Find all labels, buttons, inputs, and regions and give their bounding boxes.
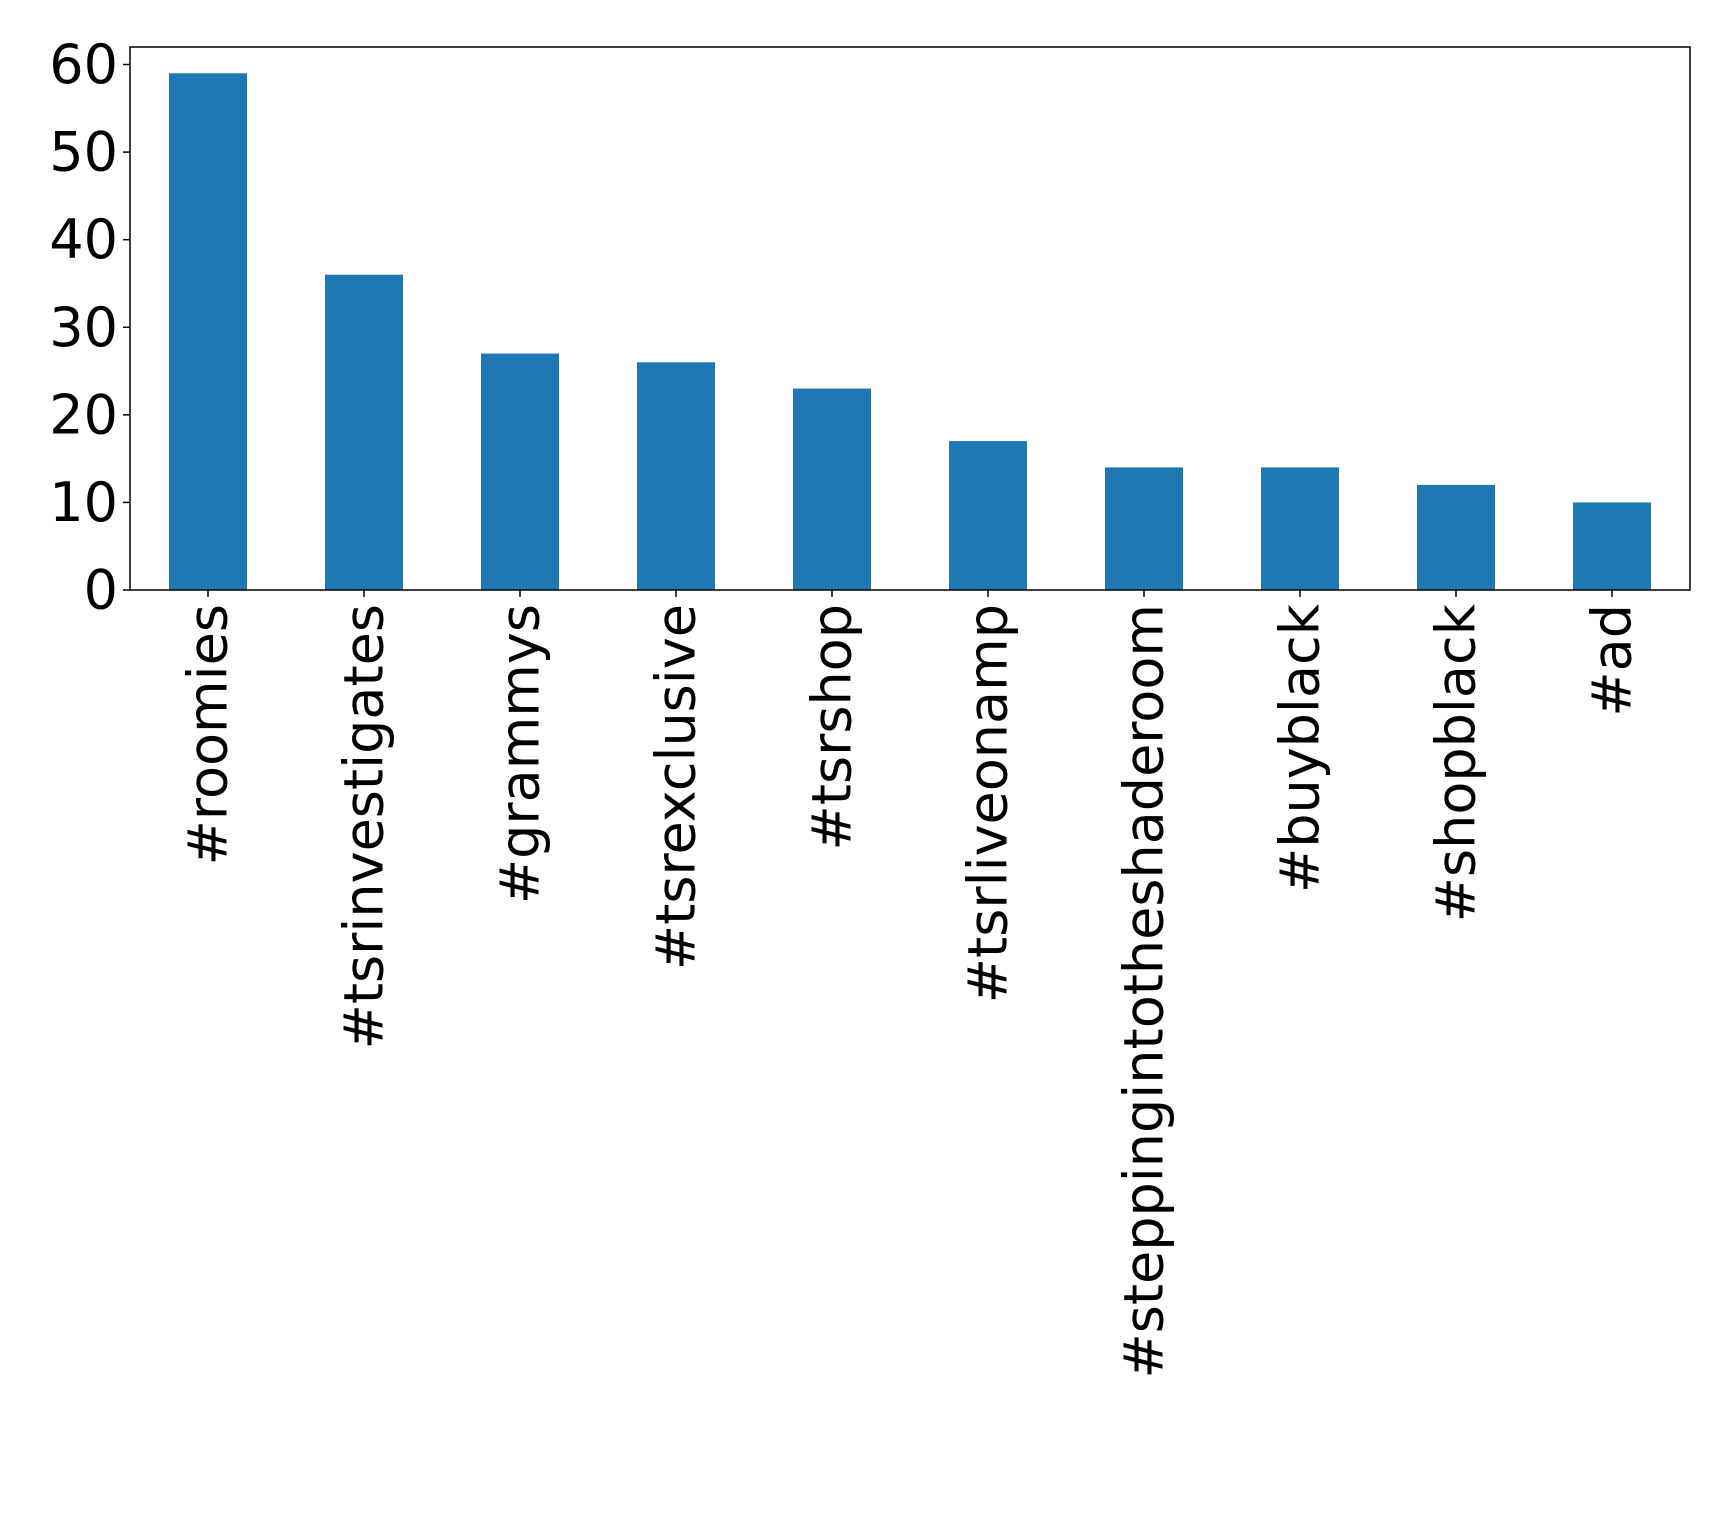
bar bbox=[949, 441, 1027, 590]
bar bbox=[325, 274, 403, 590]
x-tick-label: #shopblack bbox=[1425, 603, 1488, 922]
x-tick-label: #grammys bbox=[489, 604, 552, 904]
x-tick-label: #ad bbox=[1581, 604, 1644, 717]
y-tick-label: 20 bbox=[49, 383, 118, 446]
bar bbox=[637, 362, 715, 590]
bar bbox=[1261, 467, 1339, 590]
bar bbox=[1105, 467, 1183, 590]
x-tick-label: #buyblack bbox=[1269, 603, 1332, 893]
x-tick-label: #tsrshop bbox=[801, 604, 864, 850]
x-axis: #roomies #tsrinvestigates #grammys #tsrexcl… bbox=[177, 590, 1644, 1379]
x-tick-label: #tsrinvestigates bbox=[333, 604, 396, 1049]
y-tick-label: 50 bbox=[49, 121, 118, 184]
y-tick-label: 60 bbox=[49, 33, 118, 96]
y-tick-label: 0 bbox=[84, 559, 118, 622]
x-tick-label: #tsrliveonamp bbox=[957, 604, 1020, 1003]
y-tick-label: 10 bbox=[49, 471, 118, 534]
x-tick-label: #roomies bbox=[177, 604, 240, 865]
x-tick-label: #tsrexclusive bbox=[645, 604, 708, 970]
bars-layer bbox=[169, 73, 1651, 591]
y-axis: 0 10 20 30 40 50 60 bbox=[49, 33, 130, 622]
bar bbox=[793, 388, 871, 590]
x-tick-label: #steppingintotheshaderoom bbox=[1113, 604, 1176, 1379]
bar bbox=[1417, 484, 1495, 590]
bar bbox=[481, 353, 559, 590]
y-tick-label: 30 bbox=[49, 296, 118, 359]
plot-frame bbox=[129, 46, 1691, 591]
y-tick-label: 40 bbox=[49, 208, 118, 271]
bar bbox=[169, 73, 247, 591]
bar bbox=[1573, 502, 1651, 590]
